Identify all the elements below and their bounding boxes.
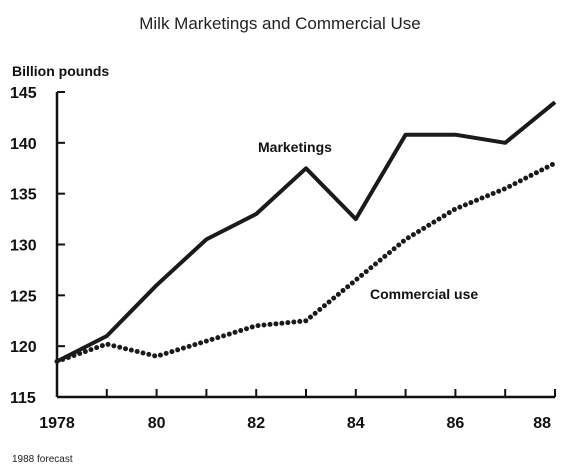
x-tick-label: 86 [447, 415, 465, 432]
data-point [554, 101, 557, 104]
y-tick-label: 145 [10, 85, 37, 102]
x-tick-label: 88 [533, 415, 551, 432]
data-point [205, 238, 208, 241]
y-tick-label: 135 [10, 187, 37, 204]
y-tick-label: 120 [10, 339, 37, 356]
series-label-marketings: Marketings [258, 139, 332, 155]
data-point [105, 343, 108, 346]
data-point [56, 360, 59, 363]
footnote: 1988 forecast [12, 454, 73, 465]
data-point [404, 238, 407, 241]
data-point [404, 133, 407, 136]
data-point [205, 340, 208, 343]
x-tick-label: 84 [347, 415, 365, 432]
data-point [504, 187, 507, 190]
y-tick-label: 130 [10, 238, 37, 255]
data-point [255, 324, 258, 327]
data-point [454, 133, 457, 136]
y-tick-label: 140 [10, 136, 37, 153]
series-label-commercial-use: Commercial use [370, 286, 478, 302]
data-point [105, 335, 108, 338]
data-point [155, 284, 158, 287]
x-tick-label: 1978 [39, 415, 75, 432]
x-axis-ticks: 1978 80 82 84 86 88 [39, 389, 556, 432]
data-point [454, 207, 457, 210]
series-layer [54, 100, 558, 364]
x-tick-label: 82 [247, 415, 265, 432]
series-line-commercial-use [54, 160, 558, 364]
data-point [554, 162, 557, 165]
data-point [354, 279, 357, 282]
data-point [255, 213, 258, 216]
y-tick-label: 125 [10, 288, 37, 305]
data-point [504, 141, 507, 144]
data-point [155, 355, 158, 358]
y-tick-label: 115 [10, 390, 36, 407]
y-axis-label: Billion pounds [12, 63, 109, 79]
data-point [305, 319, 308, 322]
y-axis-ticks: 115 120 125 130 135 140 145 [10, 85, 65, 407]
data-point [305, 167, 308, 170]
series-line-marketings [56, 100, 557, 364]
chart-title: Milk Marketings and Commercial Use [139, 14, 421, 33]
x-tick-label: 80 [148, 415, 166, 432]
data-point [354, 218, 357, 221]
